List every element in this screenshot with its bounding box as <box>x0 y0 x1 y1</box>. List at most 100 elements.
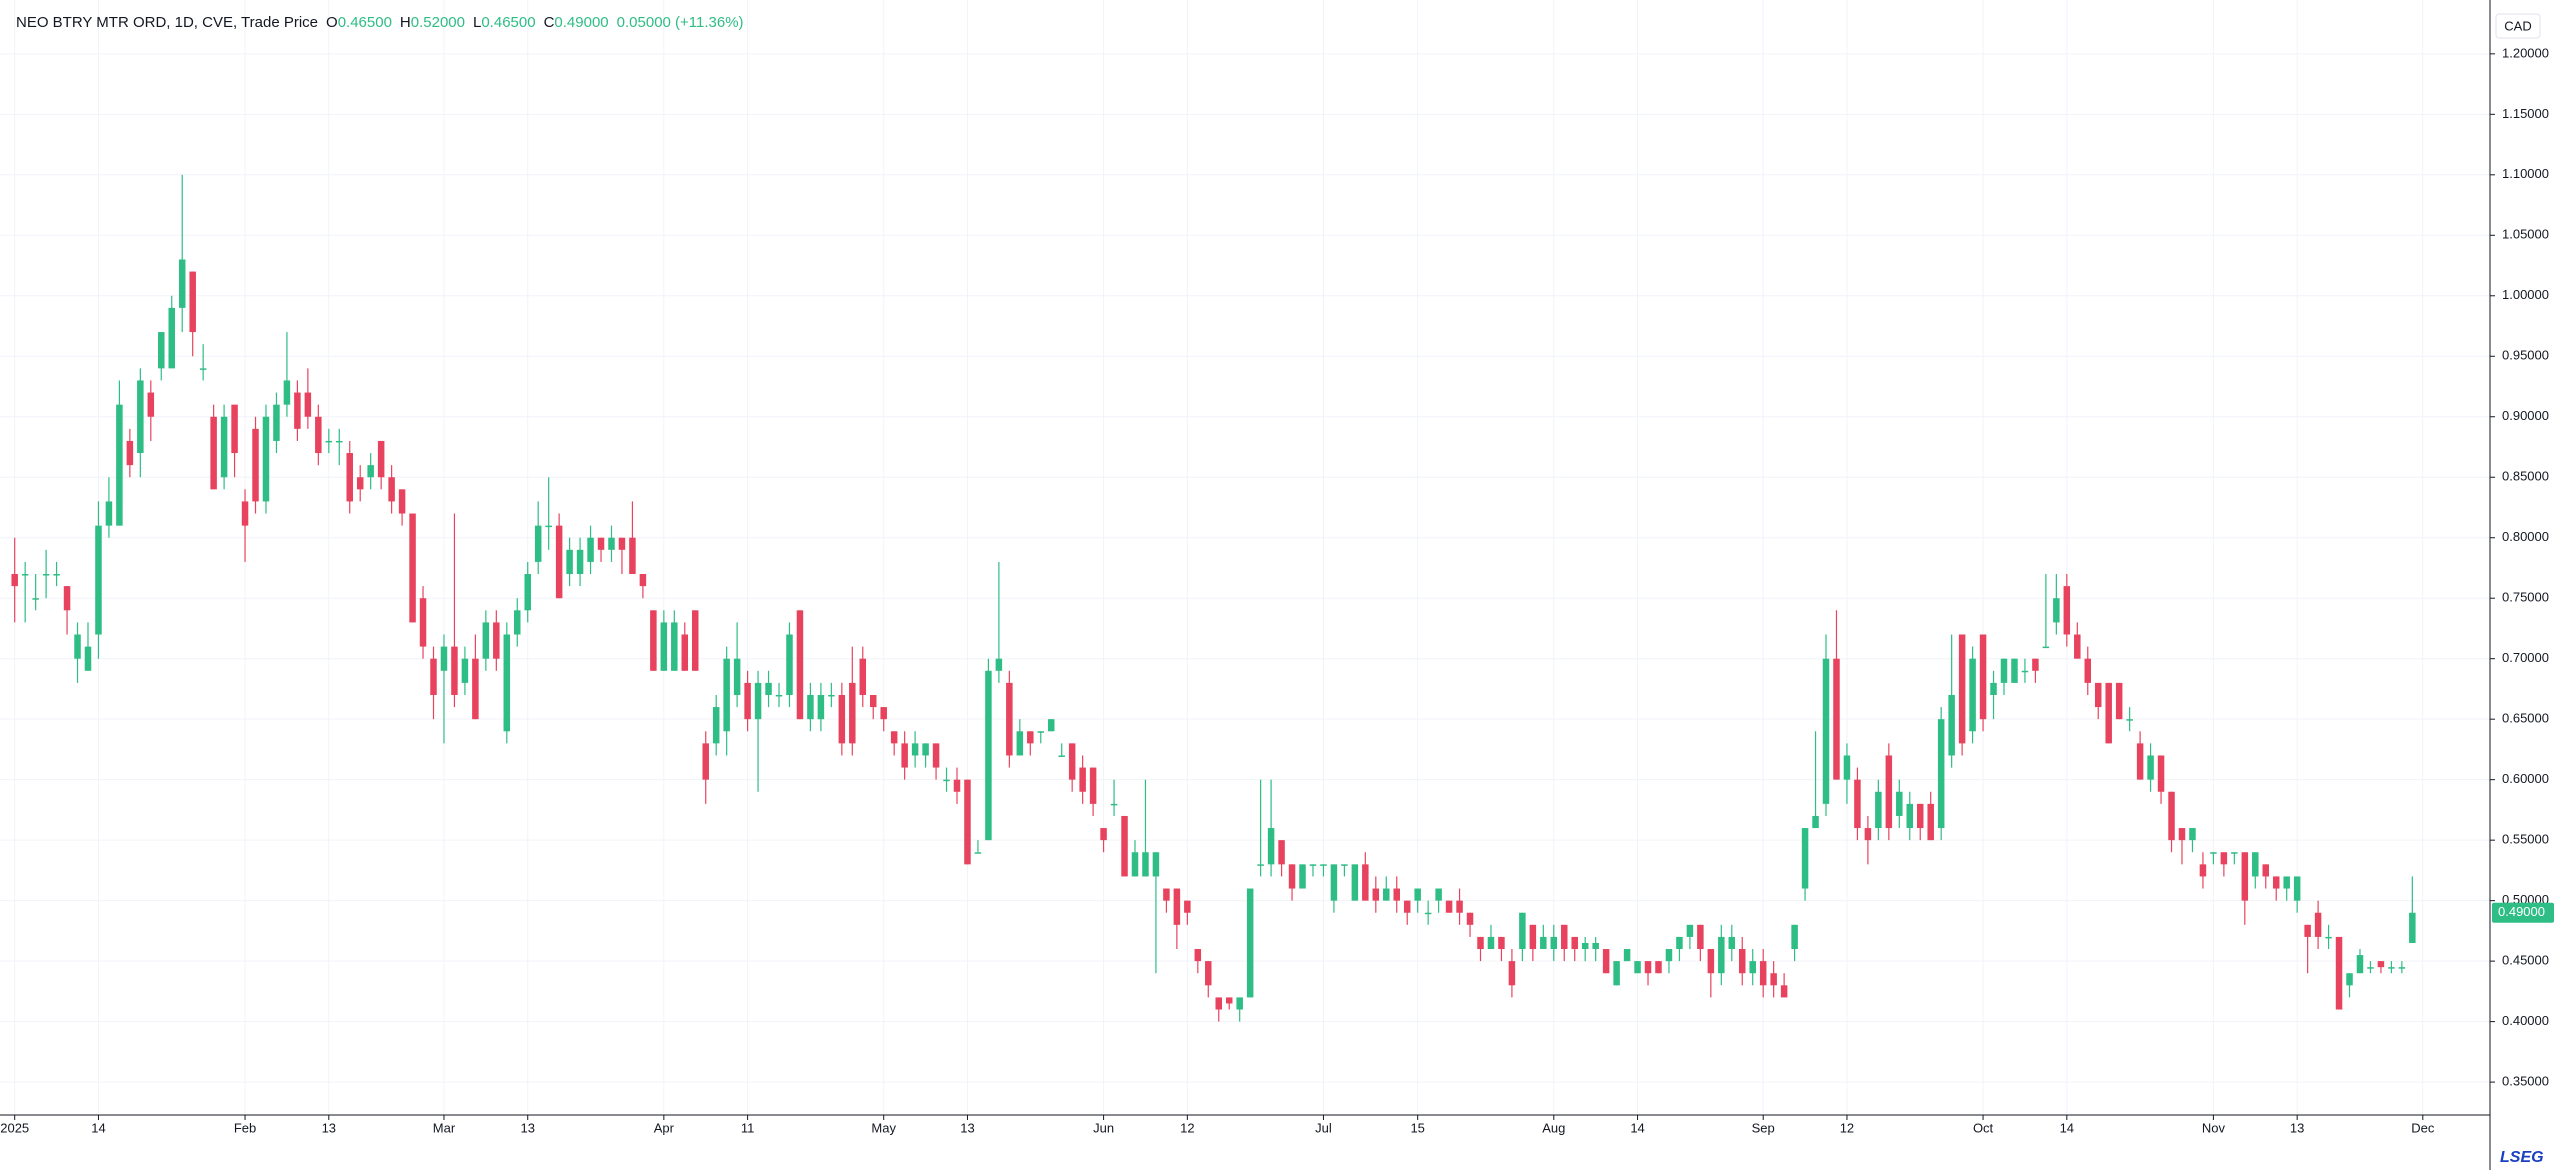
candle-body <box>1833 658 1840 780</box>
candle-body <box>1435 888 1442 901</box>
candle-body <box>1079 767 1086 792</box>
candle-body <box>2293 876 2301 901</box>
candle-body <box>1131 852 1139 877</box>
candle-body <box>1330 864 1338 901</box>
y-tick-label: 0.65000 <box>2502 711 2549 726</box>
logo: LSEG <box>2500 1149 2544 1166</box>
candle-body <box>1613 961 1620 986</box>
legend-item: O0.46500 <box>326 14 392 31</box>
candle-body <box>2252 852 2259 877</box>
candle-body <box>2231 852 2238 854</box>
candle-body <box>2032 658 2039 671</box>
candle-body <box>1246 888 1254 998</box>
candle-body <box>2094 682 2102 708</box>
candle-body <box>733 658 741 695</box>
candle-body <box>2409 912 2416 943</box>
candle-body <box>178 259 186 308</box>
candle-body <box>1550 936 1558 950</box>
candle-body <box>890 731 898 744</box>
candle-body <box>1383 888 1390 901</box>
candle-body <box>1623 949 1631 962</box>
candle-body <box>493 622 500 659</box>
candle-body <box>953 779 961 792</box>
x-tick-label: Apr <box>654 1120 675 1135</box>
candle-body <box>1225 997 1233 1004</box>
candle-body <box>1927 803 1934 841</box>
candle-body <box>922 743 929 756</box>
candle-body <box>482 622 490 659</box>
candle-body <box>650 610 657 671</box>
candle-body <box>1173 888 1181 925</box>
y-tick-label: 1.00000 <box>2502 287 2549 302</box>
symbol-title: NEO BTRY MTR ORD, 1D, CVE, Trade Price <box>16 14 319 31</box>
candle-body <box>911 743 919 756</box>
candle-body <box>1037 731 1045 733</box>
legend-value: 0.49000 <box>554 14 609 31</box>
y-tick-label: 0.80000 <box>2502 529 2549 544</box>
candle-body <box>53 574 60 576</box>
candle-body <box>189 271 196 333</box>
candle-body <box>1854 779 1861 829</box>
candle-body <box>21 574 29 576</box>
y-tick-label: 1.15000 <box>2502 106 2549 121</box>
candle-body <box>618 537 626 550</box>
x-tick-label: 15 <box>1410 1120 1424 1135</box>
legend-value: 0.46500 <box>337 14 392 31</box>
candle-body <box>126 440 134 466</box>
legend-value: 0.52000 <box>410 14 465 31</box>
candle-body <box>2042 646 2050 649</box>
currency-box[interactable] <box>2495 13 2541 39</box>
candle-body <box>2325 936 2332 939</box>
candle-body <box>555 525 563 599</box>
candle-body <box>545 525 552 528</box>
x-tick-label: Jun <box>1093 1120 1114 1135</box>
candle-body <box>1916 803 1924 829</box>
y-tick-label: 0.85000 <box>2502 469 2549 484</box>
legend-item: H0.52000 <box>400 14 465 31</box>
x-tick-label: 14 <box>1630 1120 1644 1135</box>
candle-body <box>995 658 1003 671</box>
candle-body <box>398 489 406 514</box>
candle-body <box>1529 924 1537 950</box>
candle-body <box>1288 864 1296 889</box>
candle-body <box>252 428 259 502</box>
candle-body <box>1602 949 1610 974</box>
candle-body <box>964 779 971 865</box>
candle-body <box>901 743 908 768</box>
legend-item: L0.46500 <box>473 14 536 31</box>
candle-body <box>1068 743 1076 780</box>
candle-body <box>1979 634 1987 720</box>
candle-body <box>2115 682 2123 720</box>
candle-body <box>1498 936 1505 950</box>
candle-body <box>1561 924 1568 950</box>
candle-body <box>137 380 144 454</box>
candle-body <box>2346 973 2353 986</box>
candle-body <box>1780 985 1788 998</box>
candle-body <box>514 610 521 635</box>
candle-body <box>95 525 102 635</box>
candle-body <box>1372 888 1380 901</box>
y-tick-label: 0.95000 <box>2502 348 2549 363</box>
candle-body <box>2356 955 2364 974</box>
candle-body <box>2199 864 2207 877</box>
candle-body <box>1466 912 1474 925</box>
candle-body <box>283 380 291 405</box>
candle-body <box>817 694 825 720</box>
x-tick-label: 12 <box>1180 1120 1194 1135</box>
x-tick-label: Jul <box>1315 1120 1332 1135</box>
candle-body <box>231 404 238 454</box>
candle-body <box>409 513 416 623</box>
candle-body <box>1843 755 1851 780</box>
candle-body <box>1121 815 1128 877</box>
candle-body <box>116 404 123 526</box>
candle-body <box>534 525 542 562</box>
candle-body <box>943 779 950 782</box>
candle-body <box>1278 840 1285 865</box>
candle-body <box>1948 694 1955 756</box>
candle-body <box>210 416 217 490</box>
candle-body <box>671 622 678 671</box>
candle-body <box>524 574 531 611</box>
candle-body <box>42 574 50 576</box>
